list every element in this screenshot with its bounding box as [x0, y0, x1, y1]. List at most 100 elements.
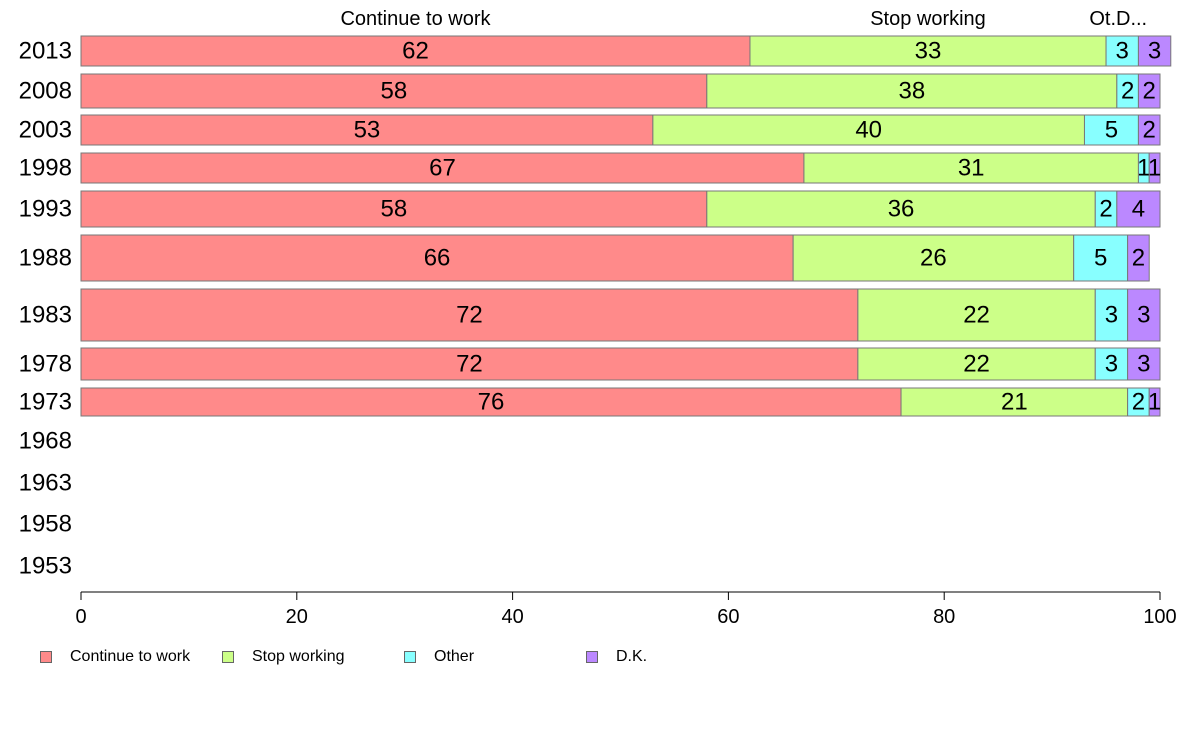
bar-value-1998-2: 1	[1137, 155, 1150, 182]
bar-value-1973-0: 76	[478, 389, 505, 416]
bar-value-1988-0: 66	[424, 245, 451, 272]
bar-segment-1983-2	[1094, 288, 1129, 342]
bar-value-1988-3: 2	[1132, 245, 1145, 272]
bar-value-2003-0: 53	[354, 117, 381, 144]
category-label-1963: 1963	[19, 470, 72, 497]
legend-swatch-continue	[40, 651, 52, 663]
bar-segment-1988-2	[1073, 234, 1129, 282]
x-tick-label-100: 100	[1143, 606, 1176, 628]
bar-segment-1988-3	[1127, 234, 1150, 282]
category-label-1983: 1983	[19, 302, 72, 329]
legend-swatch-dk	[586, 651, 598, 663]
top-label-stop: Stop working	[870, 8, 986, 30]
bar-value-1993-2: 2	[1099, 196, 1112, 223]
bar-segment-2003-3	[1137, 114, 1161, 146]
top-label-continue: Continue to work	[340, 8, 491, 30]
bar-segment-1993-1	[706, 190, 1096, 228]
bar-segment-1998-1	[803, 152, 1139, 184]
bar-segment-2008-1	[706, 73, 1118, 109]
bar-segment-1978-1	[857, 347, 1096, 381]
category-label-1958: 1958	[19, 511, 72, 538]
category-label-2008: 2008	[19, 78, 72, 105]
bar-value-1998-1: 31	[958, 155, 985, 182]
x-tick-label-60: 60	[717, 606, 739, 628]
legend-label-dk: D.K.	[616, 648, 648, 665]
bar-value-2013-1: 33	[915, 38, 942, 65]
category-label-1998: 1998	[19, 155, 72, 182]
bar-value-1973-3: 1	[1148, 389, 1161, 416]
bar-value-2003-2: 5	[1105, 117, 1118, 144]
bar-segment-2013-3	[1137, 35, 1172, 67]
bar-value-2003-3: 2	[1143, 117, 1156, 144]
bar-segment-2013-0	[80, 35, 751, 67]
bar-segment-2008-0	[80, 73, 708, 109]
bar-value-1988-2: 5	[1094, 245, 1107, 272]
bar-value-1993-3: 4	[1132, 196, 1145, 223]
category-label-1993: 1993	[19, 196, 72, 223]
bar-value-1993-0: 58	[381, 196, 408, 223]
legend-label-other: Other	[434, 648, 475, 665]
category-label-1988: 1988	[19, 245, 72, 272]
bar-value-2008-1: 38	[898, 78, 925, 105]
x-tick-label-20: 20	[286, 606, 308, 628]
top-label-other: Ot.	[1089, 8, 1116, 30]
bar-segment-1998-3	[1148, 152, 1161, 184]
bar-segment-2003-2	[1083, 114, 1139, 146]
bar-segment-1983-3	[1127, 288, 1161, 342]
bar-value-2013-0: 62	[402, 38, 429, 65]
bar-value-1998-0: 67	[429, 155, 456, 182]
bar-value-1983-2: 3	[1105, 302, 1118, 329]
bar-segment-1973-3	[1148, 387, 1161, 417]
bar-segment-1978-0	[80, 347, 859, 381]
bar-value-1988-1: 26	[920, 245, 947, 272]
bar-segment-2013-2	[1105, 35, 1139, 67]
category-label-1968: 1968	[19, 428, 72, 455]
bar-value-2013-3: 3	[1148, 38, 1161, 65]
category-label-1973: 1973	[19, 389, 72, 416]
bar-value-2013-2: 3	[1116, 38, 1129, 65]
legend-item-continue: Continue to work	[40, 647, 190, 667]
bar-segment-1973-1	[900, 387, 1129, 417]
bar-segment-1978-3	[1127, 347, 1161, 381]
bar-segment-2003-1	[652, 114, 1085, 146]
category-label-1978: 1978	[19, 351, 72, 378]
bar-value-1983-3: 3	[1137, 302, 1150, 329]
legend-swatch-other	[404, 651, 416, 663]
bar-value-1983-1: 22	[963, 302, 990, 329]
bar-segment-2013-1	[749, 35, 1107, 67]
legend-swatch-stop	[222, 651, 234, 663]
bar-value-1978-0: 72	[456, 351, 483, 378]
legend-label-stop: Stop working	[252, 648, 345, 665]
bar-segment-2008-3	[1137, 73, 1161, 109]
bar-segment-2003-0	[80, 114, 654, 146]
bar-value-1998-3: 1	[1148, 155, 1161, 182]
bar-value-2008-2: 2	[1121, 78, 1134, 105]
x-tick-label-80: 80	[933, 606, 955, 628]
bar-value-1983-0: 72	[456, 302, 483, 329]
bar-value-1973-2: 2	[1132, 389, 1145, 416]
bar-value-1978-1: 22	[963, 351, 990, 378]
category-label-1953: 1953	[19, 553, 72, 580]
bar-segment-1983-0	[80, 288, 859, 342]
bar-value-2008-0: 58	[381, 78, 408, 105]
legend-item-dk: D.K.	[586, 647, 647, 667]
x-tick-label-0: 0	[75, 606, 86, 628]
legend-item-stop: Stop working	[222, 647, 345, 667]
chart-legend: Continue to work Stop working Other D.K.	[40, 647, 760, 667]
bar-segment-1983-1	[857, 288, 1096, 342]
bar-value-1978-3: 3	[1137, 351, 1150, 378]
x-tick-label-40: 40	[501, 606, 523, 628]
bar-value-2003-1: 40	[855, 117, 882, 144]
bar-segment-1993-3	[1116, 190, 1161, 228]
bar-segment-1993-0	[80, 190, 708, 228]
category-label-2003: 2003	[19, 117, 72, 144]
bar-value-1993-1: 36	[888, 196, 915, 223]
bar-value-1978-2: 3	[1105, 351, 1118, 378]
top-label-dk: D...	[1116, 8, 1147, 30]
bar-segment-1973-0	[80, 387, 902, 417]
bar-segment-1988-1	[792, 234, 1075, 282]
bar-value-2008-3: 2	[1143, 78, 1156, 105]
category-label-2013: 2013	[19, 38, 72, 65]
bar-segment-1988-0	[80, 234, 794, 282]
